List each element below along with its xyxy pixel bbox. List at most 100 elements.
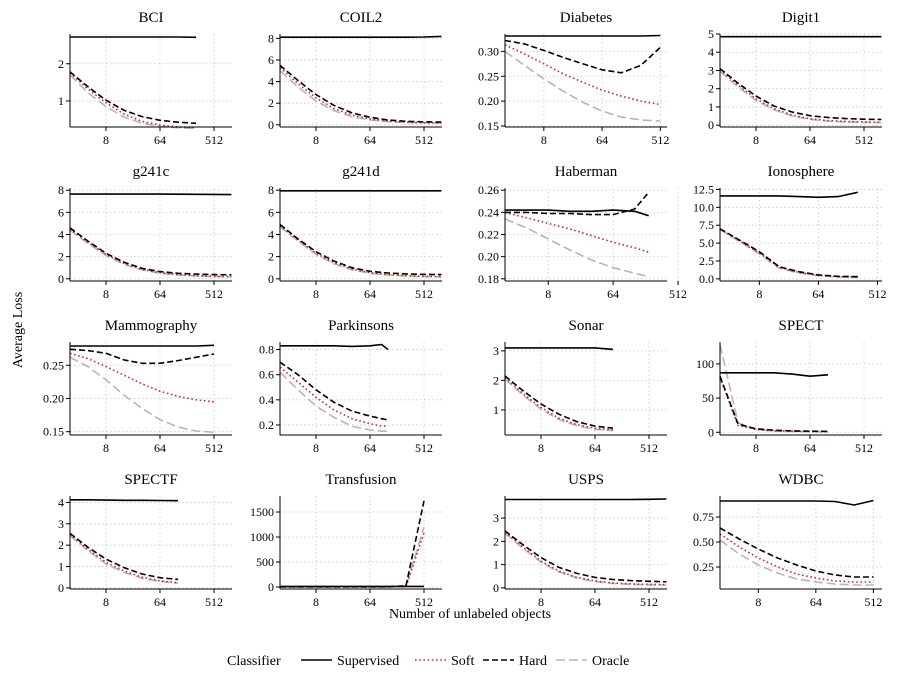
x-tick-label: 8 (103, 133, 109, 147)
y-tick-label: 2 (268, 250, 274, 264)
y-tick-label: 0.6 (259, 368, 274, 382)
x-tick-label: 8 (313, 595, 319, 609)
x-tick-label: 8 (313, 441, 319, 455)
y-tick-label: 3 (493, 511, 499, 525)
y-tick-label: 0.20 (478, 94, 499, 108)
x-tick-label: 64 (154, 595, 166, 609)
series-line-hard (280, 500, 425, 588)
x-tick-label: 512 (855, 133, 873, 147)
series-line-oracle (280, 526, 425, 588)
x-tick-label: 512 (864, 595, 882, 609)
series-line-hard (279, 361, 389, 421)
y-tick-label: 5 (708, 27, 714, 41)
legend-label-soft: Soft (451, 654, 474, 669)
series-line-hard (504, 375, 614, 429)
panel-title: Mammography (105, 318, 198, 334)
x-tick-label: 8 (313, 133, 319, 147)
series-line-supervised (280, 35, 442, 39)
x-tick-label: 512 (415, 133, 433, 147)
panel-ionosphere: Ionosphere 8 64 512 0.0 2.5 5.0 7.5 10.0 12.5 (693, 164, 886, 301)
x-tick-label: 64 (804, 133, 816, 147)
y-tick-label: 0.25 (693, 560, 714, 574)
series-line-hard (719, 67, 882, 121)
series-line-hard (719, 375, 829, 433)
series-line-hard (69, 71, 197, 125)
series-line-soft (279, 224, 442, 278)
x-tick-label: 8 (541, 133, 547, 147)
series-line-oracle (719, 539, 874, 586)
x-tick-label: 8 (753, 133, 759, 147)
y-tick-label: 2 (58, 250, 64, 264)
series-line-oracle (279, 371, 388, 433)
y-tick-label: 0.24 (478, 205, 499, 219)
y-tick-label: 1 (493, 403, 499, 417)
x-tick-label: 512 (415, 441, 433, 455)
legend-label-supervised: Supervised (337, 654, 399, 669)
legend: Classifier Supervised Soft Hard Oracle (227, 654, 629, 669)
panel-title: Sonar (569, 318, 604, 334)
series-line-soft (719, 377, 828, 433)
x-tick-label: 8 (545, 287, 551, 301)
y-tick-label: 10.0 (693, 200, 714, 214)
panel-title: Parkinsons (328, 318, 394, 334)
y-tick-label: 0.4 (259, 393, 274, 407)
x-tick-label: 512 (205, 441, 223, 455)
x-tick-label: 64 (812, 287, 824, 301)
y-tick-label: 2 (708, 82, 714, 96)
x-tick-label: 512 (640, 595, 658, 609)
legend-title: Classifier (227, 654, 281, 669)
x-tick-label: 64 (364, 595, 376, 609)
series-line-oracle (69, 356, 215, 434)
y-tick-label: 6 (268, 53, 274, 67)
series-line-supervised (505, 209, 649, 217)
y-tick-label: 0.26 (478, 183, 499, 197)
y-tick-label: 3 (708, 63, 714, 77)
series-line-supervised (280, 343, 389, 351)
panel-title: COIL2 (340, 10, 383, 26)
y-tick-label: 0.15 (478, 119, 499, 133)
series-line-soft (719, 533, 874, 583)
y-tick-label: 0.30 (478, 44, 499, 58)
x-tick-label: 512 (855, 441, 873, 455)
y-tick-label: 1 (58, 94, 64, 108)
panel-title: g241c (133, 164, 170, 180)
x-tick-label: 64 (364, 133, 376, 147)
x-tick-label: 512 (205, 287, 223, 301)
y-tick-label: 0.22 (478, 228, 499, 242)
x-tick-label: 8 (538, 441, 544, 455)
panel-title: USPS (568, 472, 604, 488)
series-line-hard (504, 530, 667, 583)
series-line-hard (719, 228, 858, 278)
x-tick-label: 64 (154, 133, 166, 147)
y-tick-label: 0.25 (478, 69, 499, 83)
y-tick-label: 12.5 (693, 182, 714, 196)
panel-transfusion: Transfusion 8 64 512 0 500 1000 1500 (250, 472, 442, 609)
series-line-hard (719, 527, 874, 578)
y-tick-label: 2 (493, 373, 499, 387)
x-tick-label: 8 (753, 441, 759, 455)
y-tick-label: 3 (58, 517, 64, 531)
series-line-hard (505, 191, 650, 216)
panel-spect: SPECT 8 64 512 0 50 100 (696, 318, 882, 455)
panel-title: g241d (342, 164, 380, 180)
x-tick-label: 64 (154, 441, 166, 455)
x-tick-label: 64 (589, 441, 601, 455)
x-tick-label: 512 (651, 133, 669, 147)
y-tick-label: 500 (256, 555, 274, 569)
series-line-soft (69, 533, 179, 584)
series-line-oracle (504, 378, 614, 432)
y-tick-label: 0 (268, 118, 274, 132)
series-line-supervised (720, 499, 874, 506)
y-tick-label: 0 (58, 581, 64, 595)
x-tick-label: 512 (669, 287, 687, 301)
panel-title: BCI (138, 10, 163, 26)
y-tick-label: 2 (58, 538, 64, 552)
series-line-supervised (505, 34, 661, 37)
x-tick-label: 8 (103, 595, 109, 609)
y-tick-label: 7.5 (699, 218, 714, 232)
panel-spectf: SPECTF 8 64 512 0 1 2 3 4 (58, 472, 232, 609)
x-tick-label: 64 (596, 133, 608, 147)
y-tick-label: 0 (268, 272, 274, 286)
panel-bci: BCI 8 64 512 1 2 (58, 10, 232, 147)
